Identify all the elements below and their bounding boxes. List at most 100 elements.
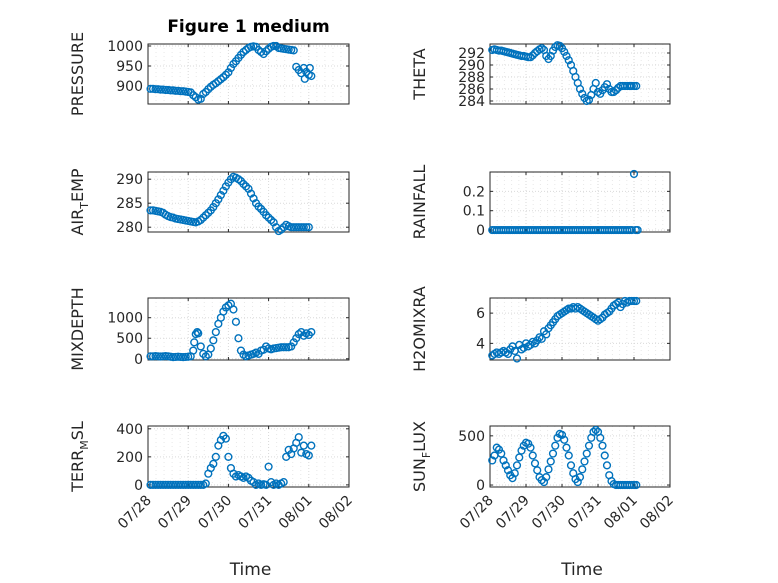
x-axis-label: Time <box>229 560 272 580</box>
data-point <box>526 53 535 62</box>
data-point <box>304 451 313 460</box>
data-point <box>216 435 225 445</box>
x-tick-label: 07/29 <box>155 493 195 533</box>
data-point <box>196 342 205 351</box>
data-point <box>156 480 165 489</box>
data-point <box>211 327 220 337</box>
y-tick-label: 200 <box>116 450 143 466</box>
data-point <box>176 480 185 489</box>
data-point <box>224 452 233 461</box>
data-point <box>236 346 246 355</box>
data-point <box>261 47 271 56</box>
data-point <box>146 352 155 361</box>
data-point <box>492 443 501 452</box>
x-tick-label: 07/29 <box>493 493 533 533</box>
data-point <box>299 441 308 450</box>
data-point <box>528 451 537 460</box>
data-point <box>287 223 296 232</box>
data-point <box>297 223 306 232</box>
data-point <box>600 451 609 460</box>
data-point <box>181 480 190 489</box>
data-point <box>499 456 508 465</box>
data-point <box>302 223 311 232</box>
data-point <box>494 445 504 454</box>
data-point <box>279 343 288 352</box>
data-point <box>517 446 526 455</box>
data-point <box>264 213 273 222</box>
data-point <box>169 480 178 489</box>
data-point <box>277 343 286 352</box>
data-point <box>216 190 225 200</box>
data-point <box>537 44 546 53</box>
y-axis-label-subscript: F <box>420 452 433 458</box>
figure-title: Figure 1 medium <box>167 17 329 37</box>
plot-area <box>490 426 670 487</box>
data-point <box>184 480 193 489</box>
data-point <box>564 451 573 460</box>
data-point <box>191 93 200 102</box>
data-point <box>201 211 210 220</box>
axes-box <box>489 43 671 105</box>
y-axis-label: TERRMSL <box>68 421 91 493</box>
plot-area <box>148 172 349 232</box>
y-tick-label: 0.1 <box>463 204 485 220</box>
data-point <box>562 51 571 61</box>
data-point <box>153 480 163 489</box>
data-point <box>190 338 199 347</box>
data-point <box>179 480 188 489</box>
x-tick-label: 08/01 <box>276 493 316 533</box>
y-axis-label: MIXDEPTH <box>68 287 87 370</box>
y-axis-label-part: TERR <box>68 450 87 493</box>
data-point <box>204 85 213 94</box>
x-tick-label: 07/30 <box>195 493 235 533</box>
x-tick-label: 07/31 <box>565 493 605 533</box>
data-point <box>206 344 215 353</box>
y-tick-label: 0 <box>134 478 143 494</box>
data-point <box>539 477 549 487</box>
data-point <box>211 452 220 461</box>
y-tick-label: 286 <box>458 82 485 98</box>
data-point <box>542 473 551 482</box>
data-point <box>151 85 160 94</box>
data-point <box>533 466 542 475</box>
data-point <box>512 461 522 470</box>
data-point <box>219 307 228 316</box>
data-point <box>562 443 571 452</box>
data-point <box>526 443 535 452</box>
axes-box <box>489 297 671 361</box>
data-point <box>575 84 585 94</box>
data-point <box>241 182 251 191</box>
data-point <box>307 441 316 450</box>
data-point <box>573 477 582 487</box>
y-axis-label: RAINFALL <box>410 165 429 240</box>
data-point <box>279 477 288 487</box>
y-axis-label: PRESSURE <box>68 32 87 116</box>
data-point <box>512 354 522 363</box>
data-point <box>199 213 208 222</box>
data-point <box>299 331 308 340</box>
data-point <box>146 84 155 93</box>
data-point <box>530 459 540 468</box>
x-tick-label: 08/01 <box>601 493 641 533</box>
data-point <box>299 223 308 232</box>
axes-box <box>147 171 350 233</box>
data-point <box>146 206 155 215</box>
data-point <box>602 80 612 89</box>
data-point <box>284 445 293 454</box>
data-point <box>611 86 621 95</box>
y-tick-label: 950 <box>116 59 143 75</box>
data-point <box>196 480 205 489</box>
data-point <box>221 434 230 443</box>
y-axis-label: THETA <box>410 48 429 100</box>
subplot-air-temp: 280 285 290 AIRTEMP <box>68 168 350 236</box>
data-point <box>209 336 218 345</box>
y-tick-label: 4 <box>476 336 485 352</box>
data-point <box>156 85 165 94</box>
data-point <box>267 215 276 225</box>
subplot-rainfall: 0 0.1 0.2 RAINFALL <box>410 165 671 240</box>
data-point <box>254 202 263 211</box>
subplot-mixdepth: 0 500 1000 MIXDEPTH <box>68 287 350 371</box>
data-point <box>564 56 573 65</box>
x-tick-label: 08/02 <box>637 493 677 533</box>
